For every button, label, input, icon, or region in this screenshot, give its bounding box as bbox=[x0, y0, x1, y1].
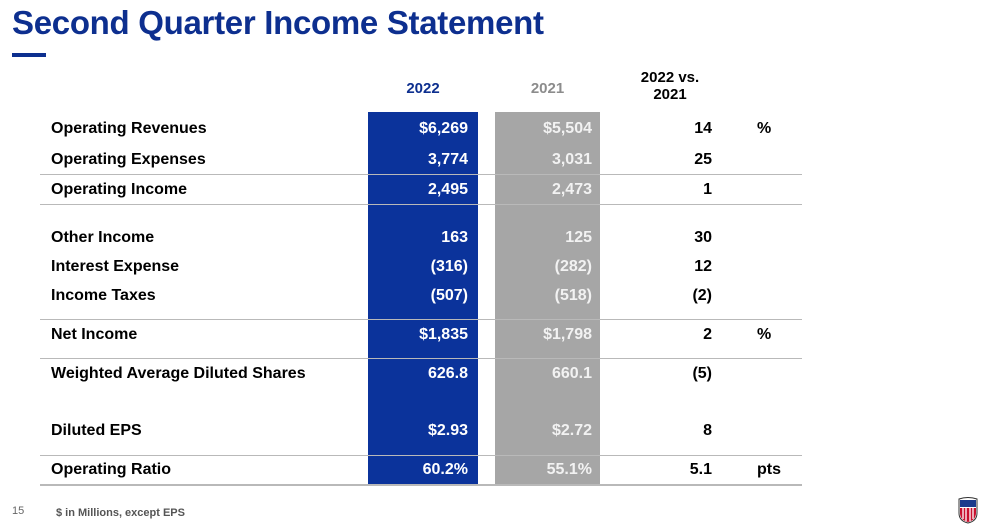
change-value: 8 bbox=[703, 422, 712, 439]
value-2021: 3,031 bbox=[551, 151, 592, 168]
value-2022: (507) bbox=[430, 287, 468, 304]
change-value: 25 bbox=[694, 151, 712, 168]
divider bbox=[40, 319, 802, 320]
change-value: 12 bbox=[694, 258, 712, 275]
value-2022: 163 bbox=[441, 229, 468, 246]
table-row: Operating Expenses 3,774 3,031 25 bbox=[0, 149, 987, 171]
table-row: Other Income 163 125 30 bbox=[0, 227, 987, 249]
header-2021: 2021 bbox=[530, 80, 565, 97]
table-row: Diluted EPS $2.93 $2.72 8 bbox=[0, 420, 987, 442]
page-title: Second Quarter Income Statement bbox=[12, 4, 544, 41]
header-2022: 2022 bbox=[406, 80, 440, 97]
table-row: Operating Ratio 60.2% 55.1% 5.1 pts bbox=[0, 459, 987, 481]
change-value: (2) bbox=[692, 287, 712, 304]
value-2021: 2,473 bbox=[551, 181, 592, 198]
change-value: 5.1 bbox=[689, 461, 712, 478]
value-2022: 3,774 bbox=[427, 151, 468, 168]
table-row: Operating Revenues $6,269 $5,504 14% bbox=[0, 118, 987, 140]
value-2021: 55.1% bbox=[546, 461, 592, 478]
change-value: (5) bbox=[692, 365, 712, 382]
divider bbox=[40, 455, 802, 456]
row-label: Operating Expenses bbox=[51, 151, 206, 168]
row-label: Weighted Average Diluted Shares bbox=[51, 365, 306, 382]
change-unit: pts bbox=[757, 461, 781, 478]
value-2021: 125 bbox=[565, 229, 592, 246]
value-2022: (316) bbox=[430, 258, 468, 275]
divider bbox=[40, 204, 802, 205]
table-row: Weighted Average Diluted Shares 626.8 660.… bbox=[0, 363, 987, 385]
change-value: 30 bbox=[694, 229, 712, 246]
row-label: Interest Expense bbox=[51, 258, 180, 275]
change-unit: % bbox=[757, 120, 772, 137]
change-value: 14 bbox=[694, 120, 712, 137]
change-value: 2 bbox=[703, 326, 712, 343]
change-unit: % bbox=[757, 326, 772, 343]
change-value: 1 bbox=[703, 181, 712, 198]
value-2021: (518) bbox=[554, 287, 592, 304]
row-label: Income Taxes bbox=[51, 287, 156, 304]
value-2021: $1,798 bbox=[543, 326, 592, 343]
header-change: 2022 vs. 2021 bbox=[620, 69, 720, 103]
header-change-line2: 2021 bbox=[653, 86, 687, 103]
table-row: Income Taxes (507) (518) (2) bbox=[0, 285, 987, 307]
divider bbox=[40, 174, 802, 175]
divider bbox=[40, 484, 802, 486]
row-label: Operating Income bbox=[51, 181, 188, 198]
value-2022: 626.8 bbox=[427, 365, 468, 382]
row-label: Other Income bbox=[51, 229, 155, 246]
title-underline bbox=[12, 53, 46, 57]
table-row: Net Income $1,835 $1,798 2% bbox=[0, 324, 987, 346]
value-2022: $2.93 bbox=[427, 422, 468, 439]
row-label: Operating Ratio bbox=[51, 461, 172, 478]
union-pacific-shield-logo bbox=[958, 497, 978, 524]
table-row: Interest Expense (316) (282) 12 bbox=[0, 256, 987, 278]
value-2021: $2.72 bbox=[551, 422, 592, 439]
footnote: $ in Millions, except EPS bbox=[56, 507, 185, 519]
page-number: 15 bbox=[12, 505, 25, 517]
value-2021: $5,504 bbox=[543, 120, 592, 137]
value-2022: 2,495 bbox=[427, 181, 468, 198]
value-2021: (282) bbox=[554, 258, 592, 275]
table-row: Operating Income 2,495 2,473 1 bbox=[0, 179, 987, 201]
row-label: Net Income bbox=[51, 326, 138, 343]
value-2022: 60.2% bbox=[422, 461, 468, 478]
value-2021: 660.1 bbox=[551, 365, 592, 382]
divider bbox=[40, 358, 802, 359]
header-change-line1: 2022 vs. bbox=[640, 69, 700, 86]
row-label: Diluted EPS bbox=[51, 422, 142, 439]
value-2022: $1,835 bbox=[419, 326, 468, 343]
value-2022: $6,269 bbox=[419, 120, 468, 137]
row-label: Operating Revenues bbox=[51, 120, 207, 137]
